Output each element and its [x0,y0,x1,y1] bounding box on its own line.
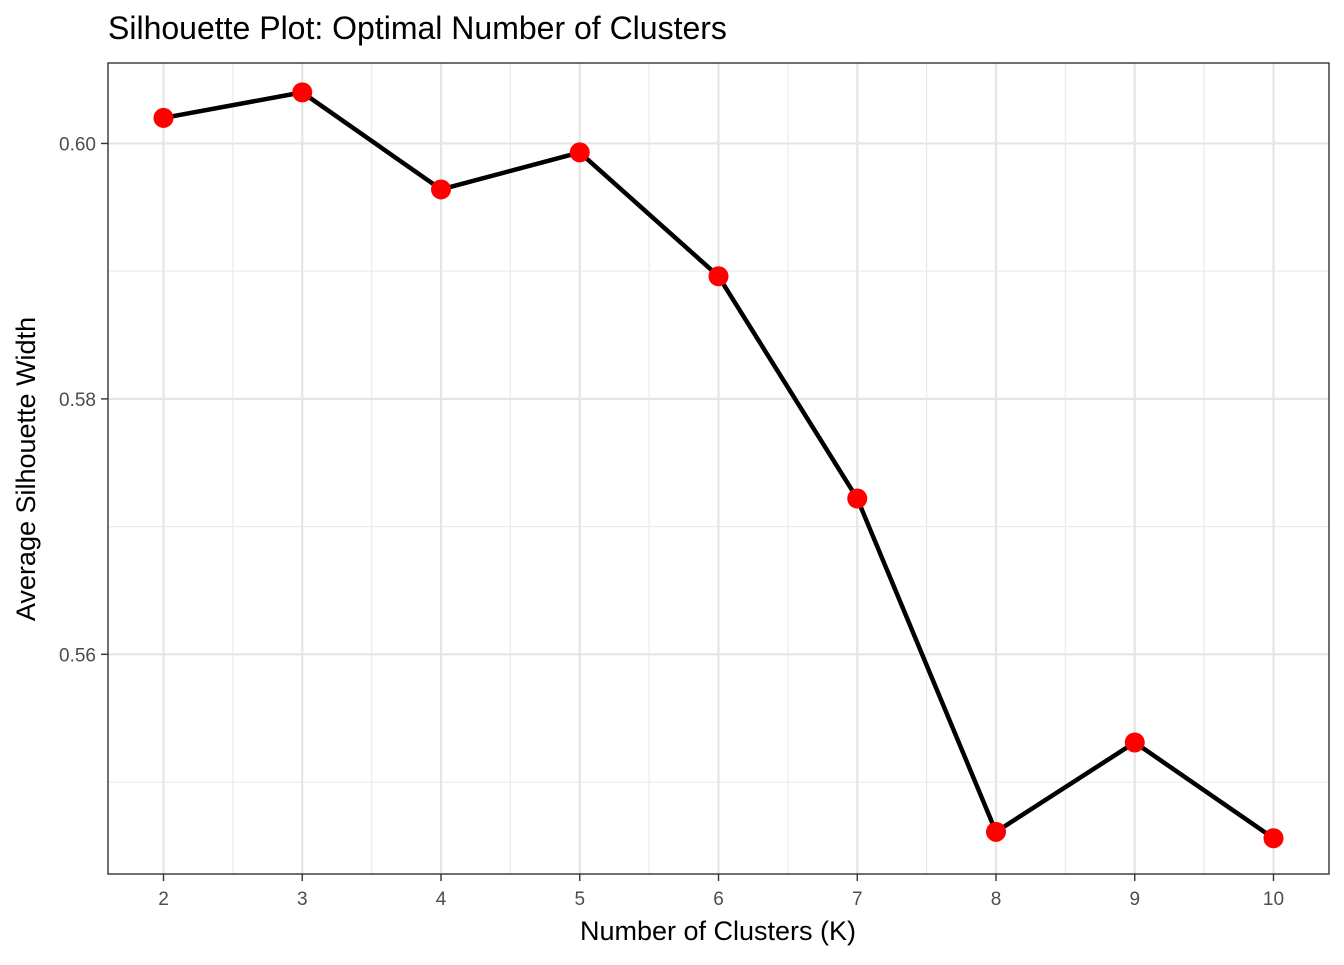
data-point [1263,828,1284,849]
y-axis-label: Average Silhouette Width [11,317,41,621]
x-tick-label: 4 [436,889,447,910]
data-point [847,488,868,509]
data-point [986,821,1006,842]
y-tick-label: 0.58 [59,390,96,411]
data-point [153,107,174,128]
y-tick-label: 0.60 [59,134,96,155]
x-tick-label: 9 [1129,889,1140,910]
data-point [708,266,729,287]
chart-title: Silhouette Plot: Optimal Number of Clust… [108,10,727,46]
x-tick-label: 6 [713,889,724,910]
data-points [153,82,1284,849]
x-axis-label: Number of Clusters (K) [580,916,856,946]
data-point [431,179,451,200]
x-tick-label: 5 [574,889,585,910]
data-point [1124,732,1145,753]
x-axis: 2 3 4 5 6 7 8 9 10 [158,874,1284,910]
y-tick-label: 0.56 [59,645,96,666]
x-tick-label: 10 [1263,889,1284,910]
x-tick-label: 8 [991,889,1002,910]
x-tick-label: 2 [158,889,169,910]
major-gridlines [108,63,1329,874]
data-point [292,82,313,103]
data-point [569,142,590,163]
x-tick-label: 7 [852,889,863,910]
y-axis: 0.56 0.58 0.60 [59,134,108,666]
x-tick-label: 3 [297,889,308,910]
